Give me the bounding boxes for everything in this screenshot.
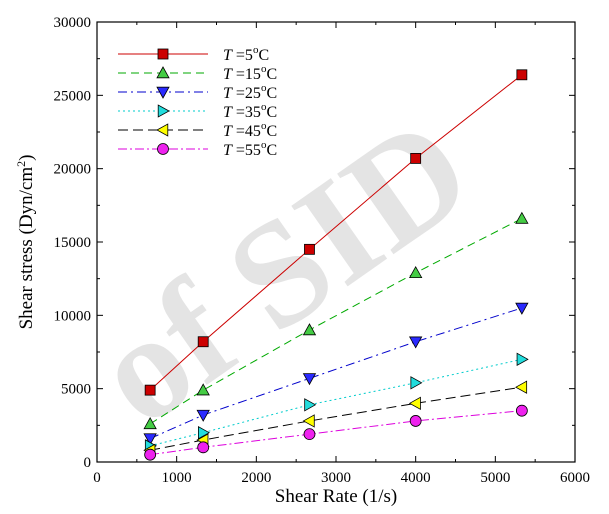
- x-tick-label: 1000: [162, 470, 192, 486]
- x-tick-label: 3000: [321, 470, 351, 486]
- data-point-55c: [303, 428, 316, 441]
- legend-marker-15c: [156, 66, 170, 79]
- data-point-45c: [302, 414, 315, 428]
- y-axis-title-end: ): [16, 155, 37, 161]
- legend-marker-35c: [157, 104, 170, 118]
- y-tick-label: 5000: [61, 382, 91, 398]
- y-tick-label: 15000: [54, 235, 92, 251]
- data-point-25c: [408, 336, 423, 349]
- legend-label-35c: T =35oC: [223, 101, 277, 121]
- data-point-35c: [197, 425, 211, 440]
- data-point-5c: [197, 336, 209, 348]
- data-point-45c: [515, 380, 528, 394]
- y-axis-title-sup: 2: [14, 161, 28, 167]
- data-point-15c: [408, 265, 423, 279]
- x-tick-label: 6000: [560, 470, 590, 486]
- x-tick-label: 0: [93, 470, 101, 486]
- data-point-5c: [410, 152, 422, 164]
- data-point-55c: [515, 404, 528, 417]
- data-point-35c: [516, 352, 529, 367]
- legend-marker-45c: [156, 123, 169, 137]
- y-tick-label: 0: [84, 455, 92, 471]
- legend-label-25c: T =25oC: [223, 82, 277, 102]
- legend-label-15c: T =15oC: [223, 63, 277, 83]
- x-tick-label: 2000: [241, 470, 271, 486]
- y-tick-label: 25000: [54, 88, 92, 104]
- data-point-55c: [197, 441, 210, 454]
- data-point-25c: [515, 302, 529, 315]
- x-axis-title: Shear Rate (1/s): [275, 486, 397, 507]
- axes: 0 1000 2000 3000 4000 5000 6000 0 5000 10000 15000…: [54, 15, 591, 486]
- x-tick-label: 5000: [480, 470, 510, 486]
- data-point-15c: [143, 417, 157, 430]
- data-point-15c: [196, 383, 210, 396]
- data-point-15c: [515, 211, 529, 224]
- legend-marker-55c: [157, 143, 169, 155]
- legend-label-45c: T =45oC: [223, 120, 277, 140]
- y-tick-label: 20000: [54, 162, 92, 178]
- svg-text:of SID: of SID: [66, 85, 499, 458]
- y-axis-title: Shear stress (Dyn/cm2): [14, 155, 37, 330]
- data-point-35c: [410, 376, 423, 390]
- data-point-55c: [144, 448, 157, 461]
- legend-marker-5c: [157, 48, 169, 60]
- data-point-35c: [304, 398, 317, 412]
- legend-marker-25c: [156, 86, 170, 99]
- legend-label-55c: T =55oC: [223, 139, 277, 159]
- data-point-15c: [302, 323, 317, 336]
- legend-label-5c: T =5oC: [223, 44, 269, 64]
- data-point-45c: [408, 396, 421, 411]
- data-point-5c: [304, 243, 315, 255]
- series-line-45c: [150, 386, 522, 451]
- data-point-25c: [143, 433, 157, 446]
- series-line-35c: [150, 358, 522, 447]
- x-tick-label: 4000: [401, 470, 431, 486]
- y-tick-label: 10000: [54, 308, 92, 324]
- data-point-5c: [144, 384, 156, 396]
- series-line-25c: [149, 307, 523, 439]
- watermark: of SID: [66, 85, 499, 458]
- y-axis-title-main: Shear stress (Dyn/cm: [16, 167, 37, 330]
- data-point-25c: [302, 373, 317, 386]
- y-tick-label: 30000: [54, 15, 92, 31]
- series-markers: [143, 69, 529, 461]
- data-point-55c: [409, 415, 422, 427]
- data-point-5c: [516, 69, 528, 81]
- data-point-25c: [196, 409, 210, 422]
